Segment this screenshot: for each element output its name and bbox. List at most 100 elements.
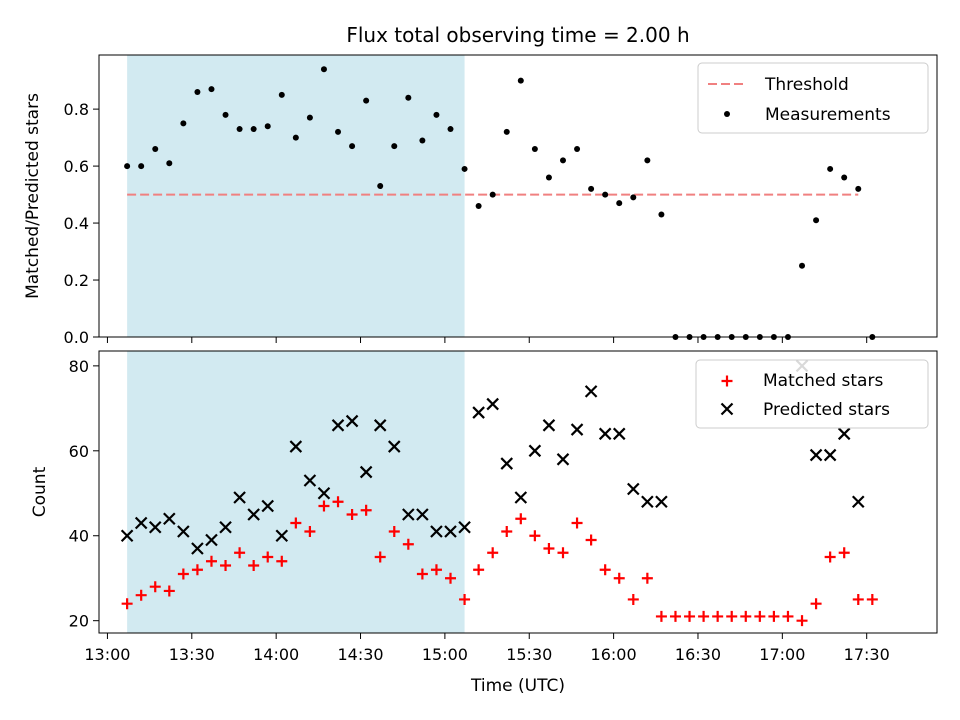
matched-star-point — [754, 610, 766, 622]
predicted-star-point — [373, 419, 387, 432]
predicted-star-point — [163, 512, 176, 526]
x-axis-label: Time (UTC) — [470, 676, 565, 696]
top-y-tick-label: 0.0 — [64, 328, 89, 347]
predicted-star-point — [655, 495, 668, 509]
matched-star-point — [445, 572, 457, 584]
matched-star-point — [191, 564, 203, 576]
measurement-point — [250, 126, 257, 133]
matched-star-point — [866, 593, 878, 605]
legend-threshold-label: Threshold — [764, 75, 849, 95]
predicted-star-point — [191, 542, 204, 555]
predicted-star-point — [641, 495, 654, 509]
predicted-star-point — [823, 448, 837, 462]
bottom-y-axis: 20 40 60 80 — [69, 357, 99, 631]
measurement-point — [813, 217, 820, 224]
measurement-point — [278, 91, 285, 98]
matched-star-point — [543, 542, 555, 554]
top-y-tick-label: 0.2 — [64, 271, 89, 290]
predicted-star-point — [570, 423, 584, 436]
matched-star-point — [459, 593, 471, 605]
measurement-point — [616, 200, 623, 207]
measurement-point — [475, 202, 482, 209]
top-legend: Threshold Measurements — [697, 62, 929, 134]
measurement-point — [447, 126, 454, 133]
matched-star-point — [515, 513, 527, 525]
predicted-star-point — [233, 491, 246, 504]
matched-star-point — [149, 581, 161, 593]
measurement-point — [489, 191, 496, 198]
top-panel: 0.0 0.2 0.4 0.6 0.8 Flux total observing tim… — [23, 23, 938, 347]
x-tick-label: 17:30 — [844, 645, 890, 664]
measurement-point — [531, 146, 538, 152]
x-tick-label: 15:30 — [506, 645, 552, 664]
measurement-point — [799, 262, 806, 269]
matched-star-point — [205, 555, 217, 567]
matched-stars-points — [121, 496, 878, 627]
matched-star-point — [346, 509, 358, 521]
predicted-star-point — [486, 397, 499, 411]
matched-star-point — [782, 610, 794, 622]
predicted-star-point — [247, 508, 260, 521]
measurement-point — [644, 157, 651, 164]
measurement-point — [405, 94, 412, 101]
predicted-star-point — [275, 529, 289, 543]
measurement-point — [574, 146, 581, 152]
matched-star-point — [684, 610, 696, 622]
predicted-star-point — [148, 520, 162, 534]
measurement-point — [124, 163, 131, 170]
legend-predicted-label: Predicted stars — [763, 400, 890, 420]
predicted-star-point — [120, 529, 134, 543]
predicted-star-point — [359, 465, 373, 479]
measurement-point — [855, 185, 862, 192]
measurement-point — [222, 111, 229, 118]
matched-star-point — [838, 547, 850, 559]
measurement-point — [180, 120, 187, 127]
top-y-tick-label: 0.4 — [64, 214, 89, 233]
matched-star-point — [501, 525, 513, 537]
matched-star-point — [810, 598, 822, 610]
matched-star-point — [163, 585, 175, 597]
matched-star-point — [571, 517, 583, 529]
measurement-point — [588, 185, 595, 192]
x-tick-label: 13:30 — [169, 645, 215, 664]
matched-star-point — [487, 547, 499, 559]
bottom-y-tick-label: 80 — [69, 357, 89, 376]
chart-title: Flux total observing time = 2.00 h — [346, 23, 689, 47]
measurement-points — [124, 66, 876, 340]
legend-measurements-label: Measurements — [765, 105, 891, 125]
matched-star-point — [262, 551, 274, 563]
matched-star-point — [726, 610, 738, 622]
predicted-star-point — [430, 525, 443, 538]
predicted-star-point — [627, 482, 640, 496]
measurement-point — [335, 128, 342, 135]
matched-star-point — [135, 589, 147, 601]
measurement-point — [419, 137, 426, 144]
matched-star-point — [529, 530, 541, 542]
bottom-y-tick-label: 20 — [69, 612, 89, 631]
matched-star-point — [304, 525, 316, 537]
predicted-star-point — [584, 385, 598, 398]
measurement-point — [194, 89, 201, 96]
measurement-point — [658, 211, 665, 218]
predicted-star-point — [837, 427, 851, 441]
measurement-point — [545, 174, 552, 181]
predicted-star-point — [500, 457, 514, 470]
matched-star-point — [852, 593, 864, 605]
measurement-point — [166, 160, 173, 167]
matched-star-point — [177, 568, 189, 580]
bottom-y-tick-label: 40 — [69, 527, 89, 546]
predicted-star-point — [317, 486, 331, 500]
matched-star-point — [698, 610, 710, 622]
top-y-tick-label: 0.6 — [64, 157, 89, 176]
bottom-legend: Matched stars Predicted stars — [695, 359, 929, 429]
predicted-star-point — [402, 508, 415, 521]
matched-star-point — [402, 538, 414, 550]
matched-star-point — [276, 555, 288, 567]
predicted-star-point — [261, 499, 275, 513]
matched-star-point — [669, 610, 681, 622]
measurement-point — [841, 174, 848, 181]
predicted-star-point — [134, 516, 148, 530]
measurement-point — [292, 134, 299, 141]
measurement-point — [461, 165, 468, 172]
